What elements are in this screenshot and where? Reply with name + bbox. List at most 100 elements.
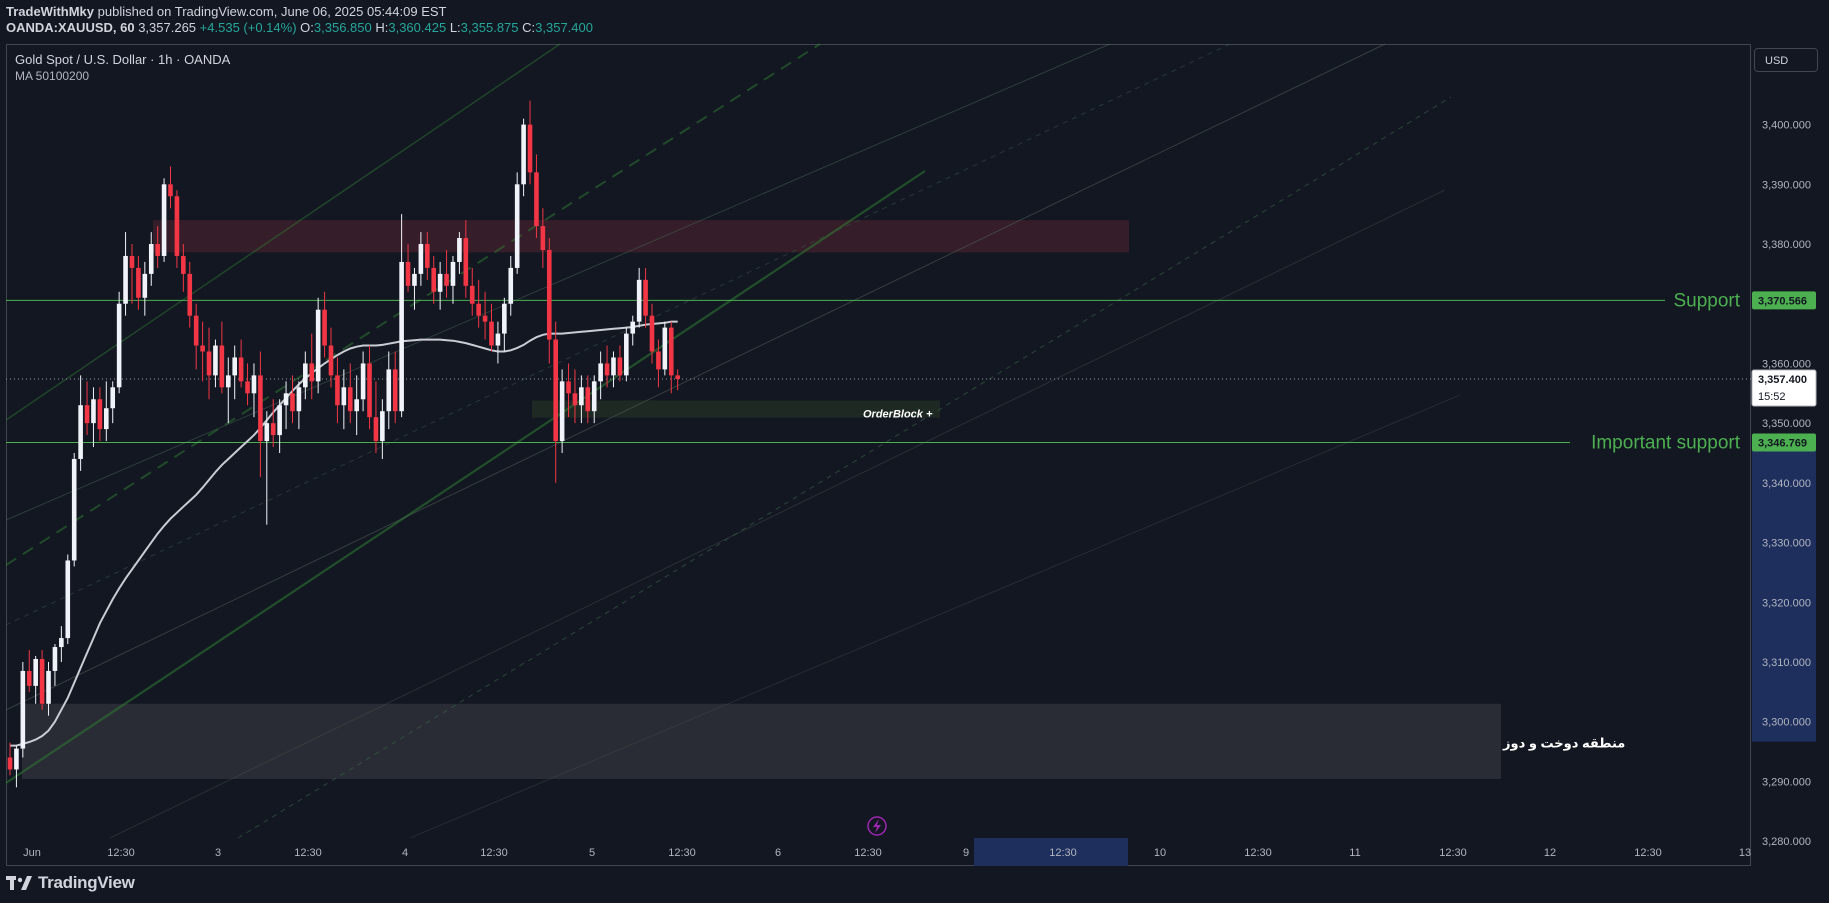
time-tick-label: 3 <box>215 847 221 859</box>
candle-body <box>572 393 578 406</box>
candle-body <box>668 327 674 376</box>
candle-body <box>213 345 218 376</box>
important-support-price-label-bg <box>1752 433 1816 452</box>
channel-line <box>5 170 926 784</box>
candle-body <box>412 273 417 286</box>
low-value: 3,355.875 <box>460 20 519 35</box>
channel-line <box>109 189 1446 839</box>
candle-body <box>270 423 276 436</box>
candle-body <box>78 405 83 459</box>
open-value: 3,356.850 <box>313 20 372 35</box>
candle-body <box>174 196 180 256</box>
candle-body <box>238 357 244 382</box>
candle-body <box>39 658 45 704</box>
publish-line: TradeWithMky published on TradingView.co… <box>6 4 446 19</box>
time-tick-label: 10 <box>1154 847 1166 859</box>
published-text: published on TradingView.com, June 06, 2… <box>97 4 447 19</box>
candle-body <box>450 261 456 286</box>
current-price-label: 3,357.400 <box>1758 374 1807 386</box>
candle-body <box>193 315 199 346</box>
author-name[interactable]: TradeWithMky <box>6 4 95 19</box>
candle-body <box>341 387 347 406</box>
candle-body <box>129 255 135 268</box>
channel-line <box>409 394 1461 839</box>
time-tick-label: 12:30 <box>668 847 696 859</box>
candle-body <box>559 381 565 442</box>
candle-body <box>264 423 270 442</box>
moving-average-layer <box>10 320 678 747</box>
candle-body <box>206 351 212 376</box>
candle-body <box>386 369 392 412</box>
annotations-layer: Support Important support OrderBlock + منطق… <box>863 290 1741 836</box>
close-label: C: <box>522 20 536 35</box>
candle-body <box>187 273 193 316</box>
chart-title[interactable]: Gold Spot / U.S. Dollar · 1h · OANDA <box>15 52 231 67</box>
candle-body <box>643 279 648 316</box>
candle-body <box>283 393 289 406</box>
important-support-price-label: 3,346.769 <box>1758 437 1807 449</box>
candle-body <box>508 267 514 304</box>
candle-body <box>97 399 103 430</box>
candle-body <box>142 273 148 298</box>
candle-body <box>649 315 655 352</box>
candle-body <box>322 309 327 346</box>
candle-body <box>104 408 109 430</box>
candle-body <box>476 303 481 316</box>
candle-body <box>33 658 38 686</box>
candle-body <box>579 387 584 406</box>
time-tick-label: 12:30 <box>1439 847 1467 859</box>
time-tick-label: 4 <box>402 847 408 859</box>
candles-layer <box>7 100 680 788</box>
price-tick-label: 3,320.000 <box>1762 597 1811 609</box>
candle-body <box>546 249 552 340</box>
candle-body <box>52 647 58 671</box>
brand-name: TradingView <box>38 873 135 892</box>
time-tick-label: 12:30 <box>480 847 508 859</box>
open-label: O: <box>300 20 314 35</box>
publish-header: TradeWithMky published on TradingView.co… <box>0 0 1829 42</box>
important-support-label: Important support <box>1591 432 1741 453</box>
time-tick-label: 6 <box>775 847 781 859</box>
demand-zone-label: منطقه دوخت و دوز <box>1502 736 1625 751</box>
channel-lines-layer <box>5 43 1461 839</box>
candle-body <box>630 321 636 334</box>
indicator-legend[interactable]: MA 50100200 <box>15 69 90 83</box>
candle-body <box>495 333 501 346</box>
candle-body <box>521 124 526 185</box>
candle-body <box>425 244 430 268</box>
chart-frame <box>6 44 1751 866</box>
channel-line <box>5 43 1386 711</box>
candle-body <box>315 309 321 382</box>
orderblock-label: OrderBlock + <box>863 409 933 421</box>
candle-body <box>566 381 571 394</box>
candle-body <box>225 375 231 388</box>
candle-body <box>303 363 308 388</box>
moving-average-line <box>10 320 678 747</box>
candle-body <box>469 285 475 304</box>
candle-body <box>232 357 237 376</box>
candle-body <box>251 375 257 394</box>
candle-body <box>489 321 494 346</box>
candle-body <box>258 375 263 442</box>
lightning-icon-bolt <box>873 819 881 833</box>
candle-body <box>46 670 51 704</box>
candle-body <box>373 417 379 442</box>
currency-button[interactable]: USD <box>1754 48 1818 72</box>
price-tick-label: 3,300.000 <box>1762 717 1811 729</box>
candle-body <box>245 381 250 394</box>
candle-body <box>392 369 398 412</box>
lightning-icon <box>867 816 887 836</box>
last-price: 3,357.265 <box>138 20 197 35</box>
price-tick-label: 3,310.000 <box>1762 657 1811 669</box>
footer-brand[interactable]: TradingView <box>6 872 135 894</box>
candle-body <box>514 184 520 268</box>
price-tick-label: 3,380.000 <box>1762 239 1811 251</box>
candle-body <box>20 670 26 749</box>
candle-body <box>636 279 642 322</box>
time-tick-label: 12:30 <box>107 847 135 859</box>
channel-line <box>5 43 561 421</box>
candle-body <box>14 748 19 770</box>
candle-body <box>380 411 385 442</box>
channel-line <box>5 43 1231 626</box>
